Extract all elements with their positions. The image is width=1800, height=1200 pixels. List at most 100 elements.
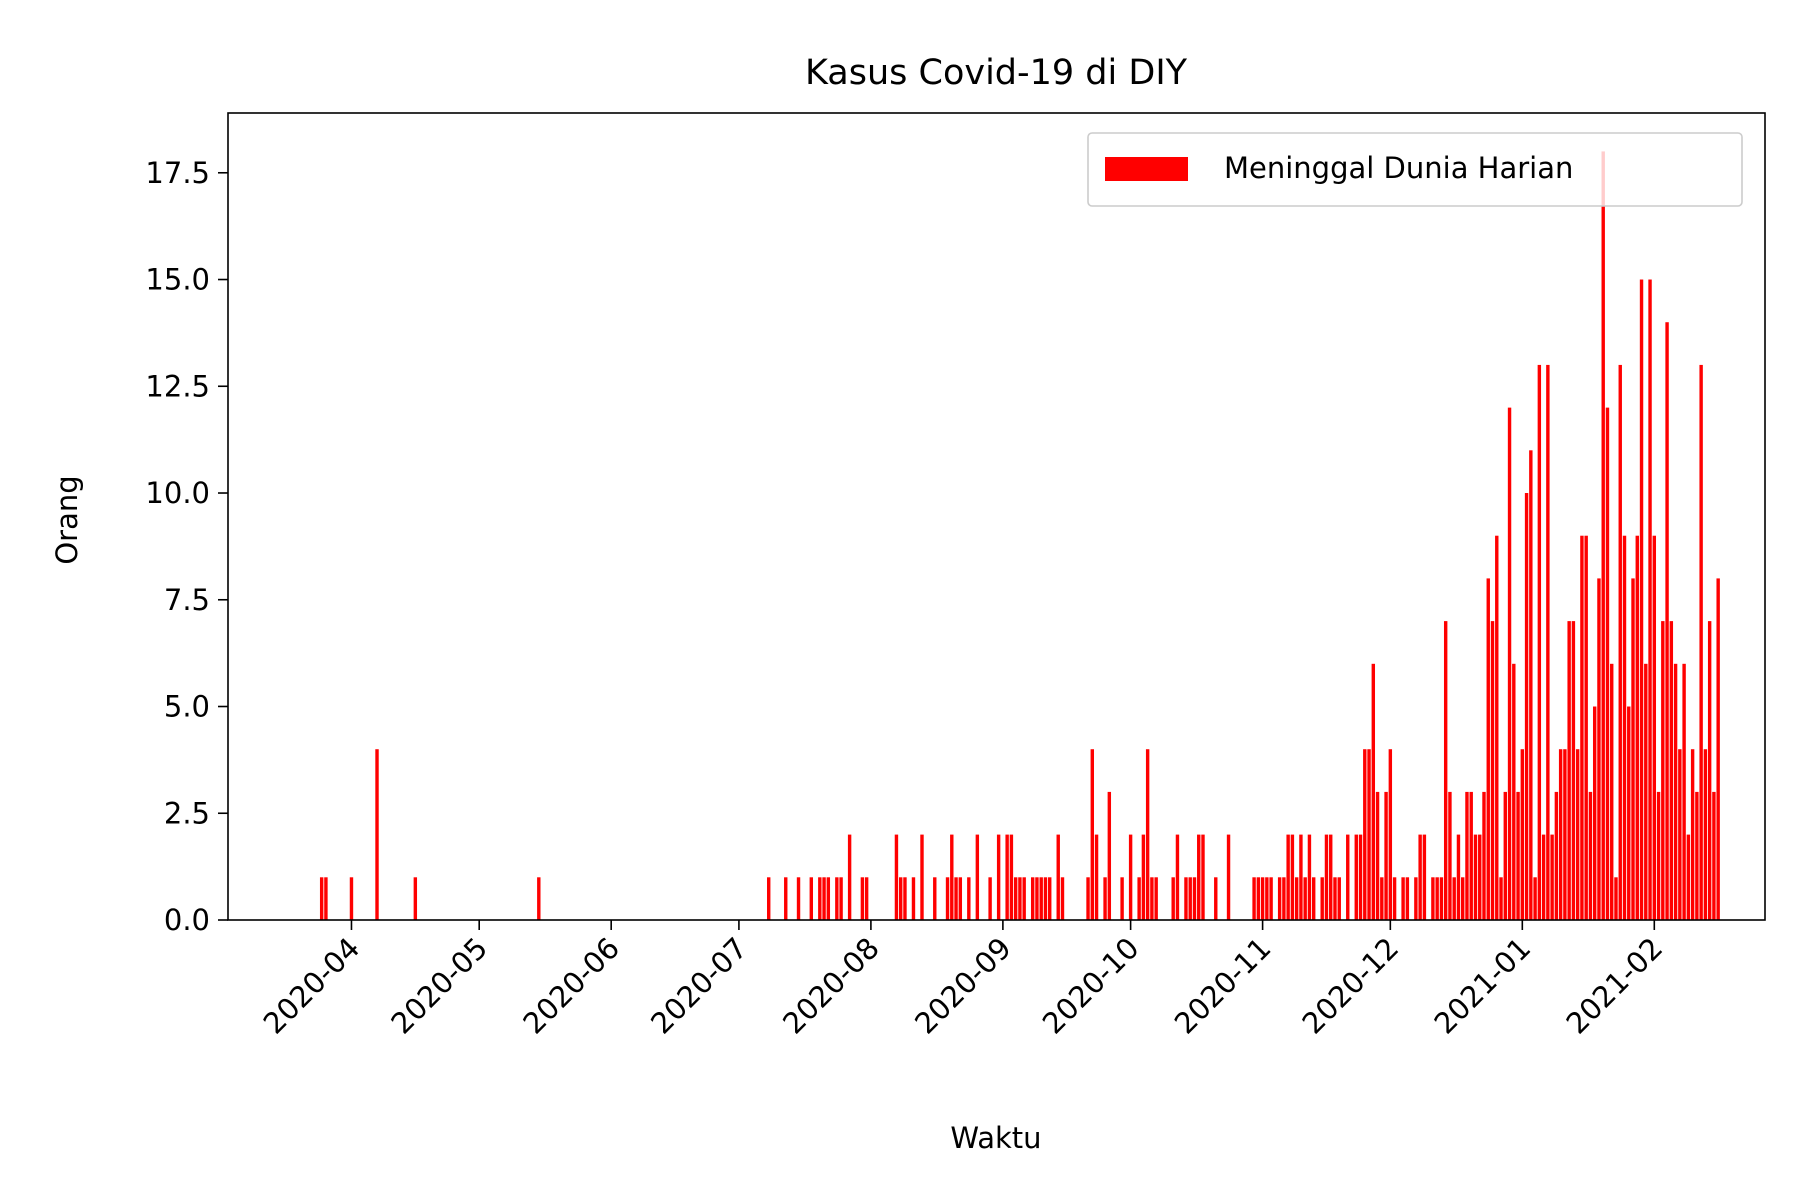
bar bbox=[1226, 834, 1231, 920]
bar bbox=[319, 877, 324, 920]
bar bbox=[796, 877, 801, 920]
bar bbox=[1452, 877, 1456, 920]
bar bbox=[537, 877, 541, 920]
bar bbox=[1622, 535, 1627, 920]
bar bbox=[1307, 834, 1312, 920]
bar bbox=[1137, 877, 1141, 920]
bar bbox=[1601, 151, 1605, 920]
bar bbox=[1652, 535, 1657, 920]
bar bbox=[1184, 877, 1188, 920]
bar bbox=[967, 877, 971, 920]
bar bbox=[1669, 621, 1674, 920]
bar bbox=[1384, 791, 1388, 920]
bar bbox=[1529, 450, 1533, 920]
bar bbox=[1414, 877, 1418, 920]
bar bbox=[1716, 578, 1720, 920]
bar bbox=[1192, 877, 1197, 920]
y-tick-label: 0.0 bbox=[164, 903, 210, 937]
bar bbox=[1614, 877, 1618, 920]
bar bbox=[1422, 834, 1427, 920]
bar bbox=[1324, 834, 1329, 920]
bar bbox=[1145, 749, 1150, 920]
bar bbox=[1005, 834, 1009, 920]
bar bbox=[1592, 706, 1597, 920]
bar bbox=[1644, 663, 1648, 920]
bar bbox=[1375, 791, 1380, 920]
bar bbox=[950, 834, 954, 920]
bar bbox=[1656, 791, 1661, 920]
bar bbox=[1358, 834, 1363, 920]
bar bbox=[1337, 877, 1341, 920]
bar bbox=[1512, 663, 1516, 920]
bar bbox=[1154, 877, 1158, 920]
bar bbox=[1405, 877, 1410, 920]
bar bbox=[1448, 791, 1452, 920]
bar bbox=[1690, 749, 1695, 920]
bar bbox=[1520, 749, 1525, 920]
bar bbox=[1128, 834, 1133, 920]
bar bbox=[1354, 834, 1358, 920]
bar bbox=[1018, 877, 1022, 920]
bar bbox=[1707, 621, 1712, 920]
bar bbox=[1418, 834, 1422, 920]
bars-group bbox=[319, 151, 1720, 921]
bar bbox=[1039, 877, 1043, 920]
bar bbox=[1388, 749, 1393, 920]
bar bbox=[1699, 364, 1703, 920]
bar bbox=[1443, 621, 1448, 920]
bar bbox=[1563, 749, 1567, 920]
y-axis: 0.0 2.5 5.0 7.5 10.0 12.5 15.0 17.5 bbox=[145, 156, 228, 937]
bar bbox=[920, 834, 924, 920]
bar bbox=[1665, 322, 1669, 921]
bar bbox=[1311, 877, 1316, 920]
legend-label: Meninggal Dunia Harian bbox=[1224, 151, 1573, 185]
bar bbox=[1686, 834, 1691, 920]
bar bbox=[1282, 877, 1286, 920]
bar bbox=[945, 877, 950, 920]
bar bbox=[1610, 663, 1614, 920]
bar bbox=[1712, 791, 1716, 920]
bar bbox=[1107, 791, 1112, 920]
bar bbox=[1086, 877, 1090, 920]
y-tick-label: 7.5 bbox=[164, 583, 210, 617]
bar bbox=[1256, 877, 1261, 920]
bar bbox=[1009, 834, 1014, 920]
y-tick-label: 15.0 bbox=[145, 263, 210, 297]
bar bbox=[847, 834, 852, 920]
bar bbox=[1371, 663, 1376, 920]
bar bbox=[1627, 706, 1631, 920]
legend-frame bbox=[1087, 132, 1743, 207]
bar bbox=[1286, 834, 1290, 920]
bar bbox=[839, 877, 843, 920]
bar bbox=[1703, 749, 1708, 920]
bar bbox=[1537, 364, 1542, 920]
bar bbox=[1260, 877, 1265, 920]
bar bbox=[903, 877, 907, 920]
bar bbox=[1150, 877, 1154, 920]
bar bbox=[1043, 877, 1048, 920]
legend: Meninggal Dunia Harian bbox=[1087, 132, 1743, 207]
bar bbox=[767, 877, 771, 920]
bar bbox=[860, 877, 865, 920]
bar bbox=[1346, 834, 1350, 920]
bar bbox=[1431, 877, 1435, 920]
bar bbox=[1090, 749, 1094, 920]
bar bbox=[1175, 834, 1180, 920]
bar bbox=[1013, 877, 1018, 920]
bar bbox=[1588, 791, 1593, 920]
bar bbox=[1252, 877, 1256, 920]
bar bbox=[894, 834, 899, 920]
bar bbox=[1380, 877, 1384, 920]
bar bbox=[1533, 877, 1537, 920]
bar bbox=[818, 877, 822, 920]
bar bbox=[911, 877, 916, 920]
y-tick-label: 10.0 bbox=[145, 476, 210, 510]
bar bbox=[1214, 877, 1218, 920]
bar bbox=[1120, 877, 1124, 920]
bar bbox=[324, 877, 328, 920]
bar bbox=[1465, 791, 1469, 920]
bar bbox=[1682, 663, 1686, 920]
bar bbox=[1294, 877, 1299, 920]
bar bbox=[835, 877, 839, 920]
bar bbox=[1473, 834, 1478, 920]
